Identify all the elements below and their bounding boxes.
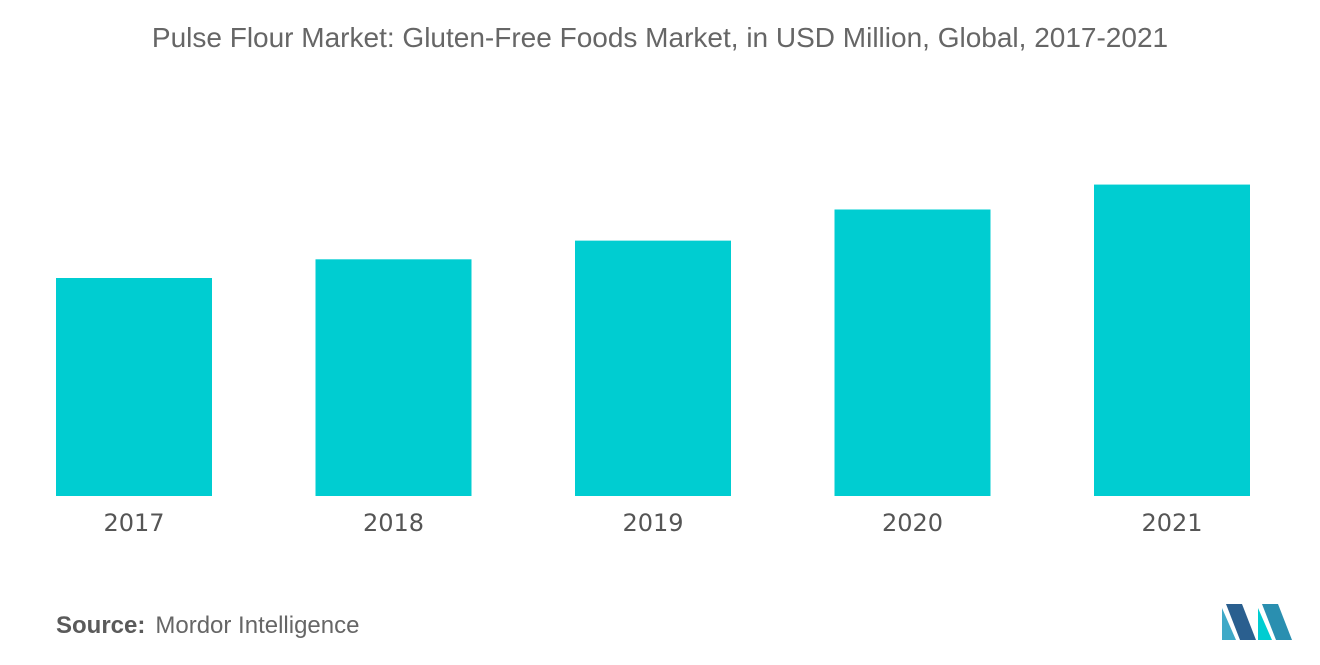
- bar-2020: [834, 209, 991, 496]
- source-label: Source:: [56, 612, 146, 639]
- bar-2021: [1094, 184, 1250, 497]
- bar-2019: [575, 240, 731, 496]
- bars-group: [56, 184, 1250, 497]
- bar-2017: [56, 278, 212, 496]
- bar-chart: 2017 2018 2019 2020 2021: [56, 184, 1250, 537]
- mordor-intelligence-logo-icon: [1222, 604, 1292, 640]
- x-axis-labels: 2017 2018 2019 2020 2021: [103, 509, 1202, 537]
- x-tick-label-2019: 2019: [622, 509, 683, 537]
- source-value: Mordor Intelligence: [155, 612, 360, 639]
- x-tick-label-2021: 2021: [1141, 509, 1202, 537]
- x-tick-label-2020: 2020: [882, 509, 943, 537]
- bar-2018: [315, 259, 472, 496]
- x-tick-label-2017: 2017: [103, 509, 164, 537]
- chart-title: Pulse Flour Market: Gluten-Free Foods Ma…: [151, 22, 1169, 53]
- source-attribution: Source: Mordor Intelligence: [56, 612, 359, 640]
- x-tick-label-2018: 2018: [363, 509, 424, 537]
